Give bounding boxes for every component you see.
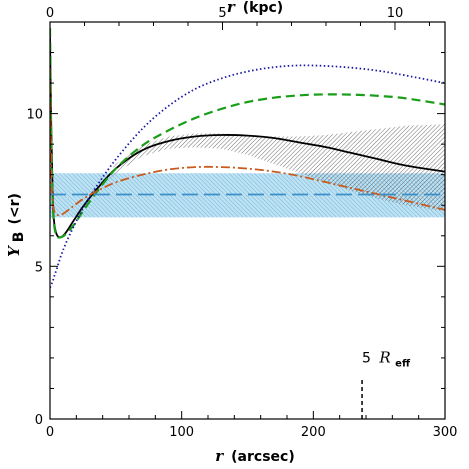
y-tick-label: 0 <box>35 413 43 428</box>
y-tick-label: 5 <box>35 260 43 275</box>
top-tick-label: 0 <box>46 6 54 21</box>
x-tick-label: 100 <box>169 425 194 440</box>
x-tick-label: 300 <box>433 425 458 440</box>
plot-frame <box>49 21 446 420</box>
axis-ticks <box>49 21 446 420</box>
x-tick-label: 200 <box>301 425 326 440</box>
top-axis-title: r (kpc) <box>227 0 283 16</box>
series-orange-dash-dot <box>50 67 445 217</box>
x-tick-label: 0 <box>46 425 54 440</box>
series-green-dashed <box>50 28 445 239</box>
reff-marker-label: 5 R eff <box>362 349 411 370</box>
confidence-bands <box>50 124 445 218</box>
y-tick-label: 10 <box>26 108 43 123</box>
series-lines <box>50 28 445 289</box>
y-axis-title: Υ B (<r) <box>5 193 27 257</box>
x-axis-title: r (arcsec) <box>215 447 294 465</box>
top-tick-label: 5 <box>218 6 226 21</box>
top-tick-label: 10 <box>387 6 404 21</box>
series-blue-dotted <box>50 64 445 289</box>
